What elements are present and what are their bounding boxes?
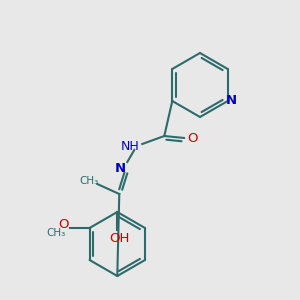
Text: NH: NH <box>121 140 140 152</box>
Text: CH₃: CH₃ <box>80 176 99 186</box>
Text: N: N <box>226 94 237 106</box>
Text: O: O <box>187 131 197 145</box>
Text: O: O <box>58 218 69 230</box>
Text: N: N <box>115 161 126 175</box>
Text: OH: OH <box>109 232 130 244</box>
Text: CH₃: CH₃ <box>46 228 65 238</box>
